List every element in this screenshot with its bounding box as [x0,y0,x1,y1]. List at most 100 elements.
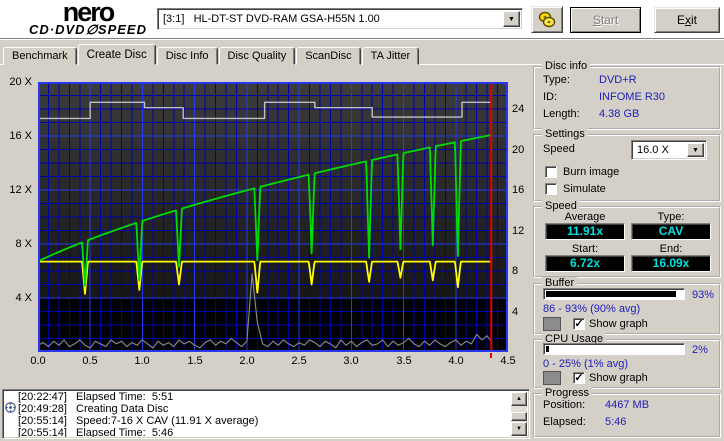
start-button[interactable]: Start [570,7,641,33]
y-axis-tick: 16 X [9,130,32,142]
buffer-line-color-swatch [543,317,561,331]
speed-selector-value: 16.0 X [637,144,669,156]
y-axis-right-tick: 12 [512,225,525,237]
eject-disc-button[interactable] [531,6,563,33]
x-axis-tick: 4.5 [500,355,516,367]
type-label: Type: [657,211,685,223]
log-entry: [20:55:14] Elapsed Time: 5:46 [18,427,174,437]
scrollbar-thumb[interactable] [511,412,527,422]
x-axis-tick: 3.5 [396,355,412,367]
average-speed-display: 11.91x [545,223,625,240]
logo-cdvdspeed-text: CD·DVD∅SPEED [29,22,147,37]
y-axis-tick: 12 X [9,184,32,196]
x-axis-tick: 1.0 [134,355,150,367]
log-entry: [20:55:14] Speed:7-16 X CAV (11.91 X ave… [18,415,259,427]
start-label: Start: [571,243,599,255]
eject-disc-icon [538,11,556,27]
x-axis-tick: 3.0 [343,355,359,367]
disc-type-label: Type: [543,74,570,86]
dropdown-arrow-icon[interactable]: ▼ [687,143,704,157]
checkmark-icon: ✓ [574,372,584,384]
x-axis-tick: 2.0 [239,355,255,367]
toolbar: nero CD·DVD∅SPEED [3:1] HL-DT-ST DVD-RAM… [0,0,724,38]
y-axis-tick: 20 X [9,76,32,88]
scroll-up-icon[interactable]: ▲ [511,392,527,406]
dropdown-arrow-icon[interactable]: ▼ [503,11,520,27]
speed-chart [38,82,508,352]
checkmark-icon: ✓ [574,318,584,330]
buffer-percent: 93% [692,289,715,301]
y-axis-right-tick: 20 [512,144,525,156]
drive-selector[interactable]: [3:1] HL-DT-ST DVD-RAM GSA-H55N 1.00 ▼ [157,8,523,30]
cpu-bar-fill [546,346,549,352]
buffer-show-graph-label: Show graph [589,318,648,330]
exit-button[interactable]: Exit [654,7,720,33]
cpu-percent: 2% [692,344,708,356]
speed-type-display: CAV [631,223,711,240]
disc-id-label: ID: [543,91,558,103]
y-axis-right-tick: 4 [512,306,519,318]
group-title: Settings [542,128,588,140]
start-speed-display: 6.72x [545,255,625,272]
x-axis-tick: 4.0 [448,355,464,367]
y-axis-tick: 4 X [15,292,32,304]
cpu-usage-group: CPU Usage 2% 0 - 25% (1% avg) ✓ Show gra… [533,333,721,389]
burn-image-label: Burn image [563,166,620,178]
cpu-show-graph-label: Show graph [589,372,648,384]
logo-nero-text: nero [62,0,116,27]
x-axis-tick: 0.5 [82,355,98,367]
speed-selector[interactable]: 16.0 X ▼ [631,140,707,160]
group-title: Disc info [542,60,591,72]
speed-label: Speed [543,143,575,155]
elapsed-value: 5:46 [605,416,627,428]
x-axis-tick: 2.5 [291,355,307,367]
settings-group: Settings Speed 16.0 X ▼ Burn image Simul… [533,128,721,202]
simulate-checkbox[interactable] [545,183,557,195]
tab-ta-jitter[interactable]: TA Jitter [361,47,420,65]
group-title: Speed [542,200,580,212]
tab-strip: Benchmark Create Disc Disc Info Disc Qua… [3,44,420,65]
tab-disc-info[interactable]: Disc Info [156,47,218,65]
y-axis-tick: 8 X [15,238,32,250]
buffer-show-graph-checkbox[interactable]: ✓ [573,318,585,330]
cpu-line-color-swatch [543,371,561,385]
log-entry: [20:22:47] Elapsed Time: 5:51 [18,391,174,403]
speed-group: Speed Average Type: 11.91x CAV Start: En… [533,200,721,278]
toolbar-divider [0,38,724,40]
y-axis-right-tick: 24 [512,103,525,115]
end-speed-display: 16.09x [631,255,711,272]
x-axis-tick: 0.0 [30,355,46,367]
position-label: Position: [543,399,586,411]
log-scrollbar[interactable]: ▲ ▼ [511,392,527,436]
cpu-show-graph-checkbox[interactable]: ✓ [573,372,585,384]
disc-icon: ∅ [84,22,99,37]
buffer-group: Buffer 93% 86 - 93% (90% avg) ✓ Show gra… [533,277,721,335]
group-title: Progress [542,387,593,399]
tab-create-disc[interactable]: Create Disc [77,44,156,65]
buffer-range: 86 - 93% (90% avg) [543,303,641,315]
buffer-bar-fill [546,291,677,297]
group-title: Buffer [542,277,578,289]
y-axis-right-tick: 16 [512,184,525,196]
burn-image-checkbox[interactable] [545,166,557,178]
group-title: CPU Usage [542,333,607,345]
log-box: [20:22:47] Elapsed Time: 5:51 [20:49:28]… [2,389,530,439]
tab-benchmark[interactable]: Benchmark [3,47,77,65]
disc-id-value: INFOME R30 [599,91,666,103]
log-entry: [20:49:28] Creating Data Disc [5,402,511,415]
tab-scandisc[interactable]: ScanDisc [296,47,361,65]
end-label: End: [659,243,683,255]
progress-group: Progress Position: 4467 MB Elapsed: 5:46 [533,387,721,438]
x-axis-tick: 1.5 [187,355,203,367]
nero-logo: nero CD·DVD∅SPEED [18,0,158,37]
disc-length-value: 4.38 GB [599,108,640,120]
tab-disc-quality[interactable]: Disc Quality [218,47,296,65]
cpu-usage-bar [543,343,685,355]
disc-length-label: Length: [543,108,580,120]
scroll-down-icon[interactable]: ▼ [511,422,527,436]
position-marker-tick [490,353,492,358]
simulate-label: Simulate [563,183,606,195]
disc-info-group: Disc info Type: DVD+R ID: INFOME R30 Len… [533,60,721,130]
writing-disc-icon [5,402,16,413]
elapsed-label: Elapsed: [543,416,586,428]
